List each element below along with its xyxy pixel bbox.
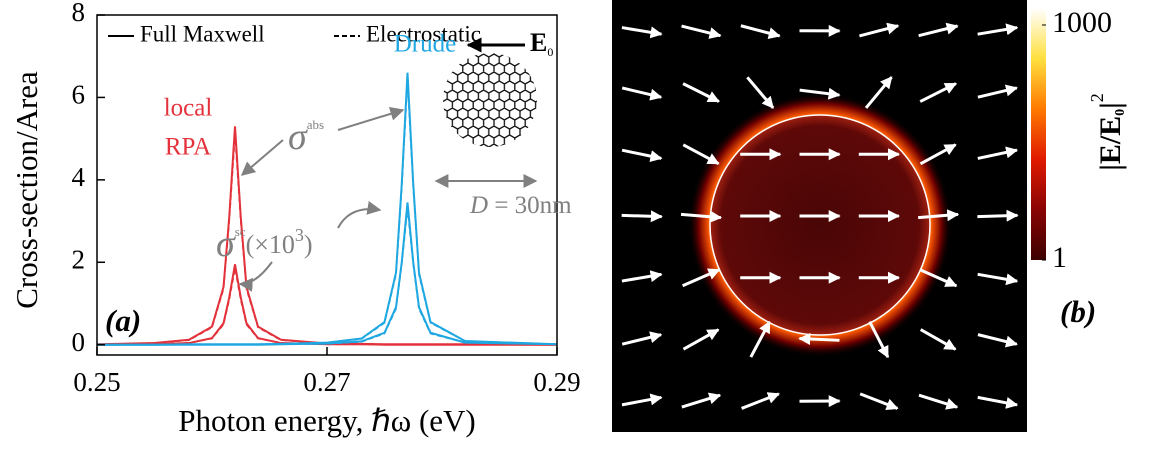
y-axis-title: Cross-section/Area	[9, 71, 44, 309]
annotation-part: (×10	[246, 230, 295, 259]
field-vector	[977, 215, 1017, 216]
lattice	[440, 50, 540, 150]
field-vector	[800, 339, 840, 341]
annotation: σsc(×103)	[216, 223, 313, 265]
colorbar-tick-label: 1000	[1052, 6, 1112, 39]
annotation-arrow	[338, 110, 403, 130]
lattice-disk	[440, 50, 540, 150]
annotation: RPA	[165, 134, 211, 161]
series-line	[97, 135, 557, 345]
annotation: Drude	[394, 31, 456, 58]
y-tick-label: 2	[72, 244, 86, 274]
annotation-part: = 30nm	[488, 192, 572, 219]
x-tick-label: 0.27	[303, 367, 350, 397]
particle	[710, 115, 930, 335]
annotation-part: abs	[307, 117, 324, 132]
annotation-part: σ	[216, 223, 236, 265]
annotation-part: D	[469, 192, 488, 219]
colorbar-label-part: |E/E	[1094, 116, 1127, 171]
series-line	[97, 268, 557, 344]
y-tick-label: 8	[72, 0, 86, 27]
annotation: σabs	[288, 116, 324, 158]
panel-label: (a)	[105, 303, 141, 338]
annotation-part: sc	[235, 224, 246, 239]
annotation: local	[164, 95, 213, 122]
annotation-arrow	[338, 209, 380, 228]
x-tick-label: 0.29	[533, 367, 580, 397]
annotation-part: σ	[288, 116, 308, 158]
colorbar-tick-label: 1	[1052, 241, 1067, 274]
y-tick-label: 6	[72, 80, 86, 110]
figure: 024680.250.270.29Photon energy, ℏω (eV)C…	[0, 0, 1150, 449]
x-tick-label: 0.25	[73, 367, 120, 397]
legend-label: Full Maxwell	[140, 21, 265, 46]
annotation: E0	[530, 28, 553, 59]
x-axis-title: Photon energy, ℏω (eV)	[178, 403, 475, 438]
panel-b: 1 1000 |E/E0|2 (b)	[612, 0, 1128, 432]
field-map	[612, 0, 1027, 432]
annotation-arrow	[242, 140, 283, 175]
colorbar-label-part: 0	[1113, 109, 1128, 116]
series-line	[97, 264, 557, 344]
panel-a: 0 2 4 6 8 0.25 0.27 0.29 Photon energy, ℏω (eV) C…	[9, 0, 581, 438]
panel-label: (b)	[1060, 294, 1096, 329]
y-tick-label: 0	[72, 327, 86, 357]
y-tick-label: 4	[72, 162, 86, 192]
annotation: D = 30nm	[469, 192, 572, 219]
colorbar-label-part: 2	[1087, 93, 1107, 102]
colorbar-label: |E/E0|2	[1087, 93, 1128, 171]
colorbar	[1031, 8, 1046, 260]
annotation-part: )	[304, 230, 313, 259]
annotation-part: 0	[547, 45, 553, 59]
annotation-part: E	[530, 28, 547, 57]
annotation-part: 3	[295, 225, 304, 245]
field-vector	[622, 215, 662, 216]
series-line	[97, 209, 557, 345]
series-line	[97, 203, 557, 345]
